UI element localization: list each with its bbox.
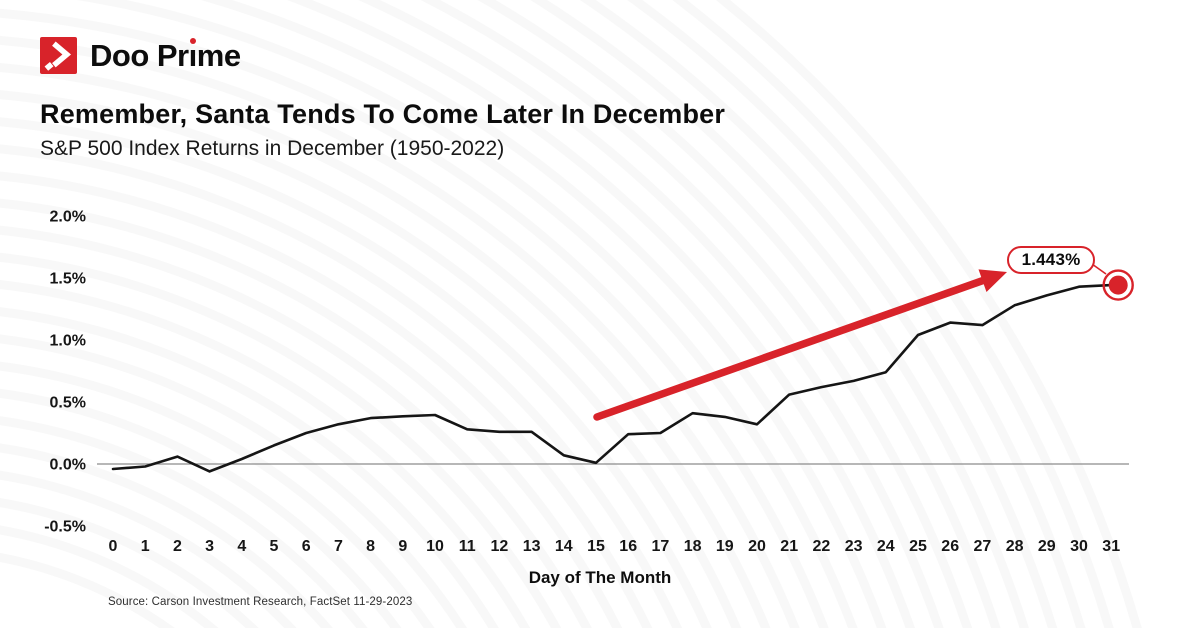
x-tick-label: 4 xyxy=(237,538,246,555)
x-tick-label: 21 xyxy=(780,538,798,555)
trend-arrow-shaft xyxy=(593,274,992,421)
page-subtitle: S&P 500 Index Returns in December (1950-… xyxy=(40,137,505,160)
x-tick-label: 0 xyxy=(109,538,118,555)
y-tick-label: 1.0% xyxy=(50,333,86,350)
x-tick-label: 26 xyxy=(941,538,959,555)
logo-letter-i: ı xyxy=(188,38,197,73)
x-tick-label: 19 xyxy=(716,538,734,555)
x-tick-label: 17 xyxy=(652,538,670,555)
x-tick-label: 25 xyxy=(909,538,927,555)
y-axis-labels: 2.0% 1.5% 1.0% 0.5% 0.0% -0.5% xyxy=(44,209,86,536)
x-tick-label: 30 xyxy=(1070,538,1088,555)
x-tick-label: 31 xyxy=(1102,538,1120,555)
x-axis-labels: 0 1 2 3 4 5 6 7 8 9 10 11 12 13 14 15 16 17 18 19 20 21 22 23 24… xyxy=(109,538,1121,555)
red-dot-icon xyxy=(189,38,196,44)
x-tick-label: 8 xyxy=(366,538,375,555)
x-tick-label: 14 xyxy=(555,538,573,555)
doo-prime-logo: Doo Prı me xyxy=(40,37,241,74)
x-tick-label: 16 xyxy=(619,538,637,555)
logo-text-pre: Doo Pr xyxy=(90,38,189,73)
callout-connector-line xyxy=(1091,263,1107,275)
trend-arrow xyxy=(593,269,1007,421)
x-tick-label: 10 xyxy=(426,538,444,555)
endpoint-ring-icon xyxy=(1102,269,1134,301)
callout-value: 1.443% xyxy=(1021,250,1081,269)
y-tick-label: 0.0% xyxy=(50,457,86,474)
y-tick-label: 2.0% xyxy=(50,209,86,226)
x-tick-label: 23 xyxy=(845,538,863,555)
page-title: Remember, Santa Tends To Come Later In D… xyxy=(40,99,726,129)
x-tick-label: 22 xyxy=(813,538,831,555)
y-tick-label: 0.5% xyxy=(50,395,86,412)
x-tick-label: 1 xyxy=(141,538,150,555)
x-tick-label: 9 xyxy=(398,538,407,555)
endpoint-dot-icon xyxy=(1108,275,1128,295)
x-axis-title: Day of The Month xyxy=(528,568,672,587)
x-tick-label: 15 xyxy=(587,538,605,555)
x-tick-label: 27 xyxy=(974,538,992,555)
x-tick-label: 6 xyxy=(302,538,311,555)
x-tick-label: 3 xyxy=(205,538,214,555)
logo-wordmark: Doo Prı me xyxy=(90,37,241,74)
x-tick-label: 24 xyxy=(877,538,895,555)
value-callout-badge: 1.443% xyxy=(1007,246,1095,274)
y-tick-label: 1.5% xyxy=(50,271,86,288)
logo-text-post: me xyxy=(196,38,241,73)
x-tick-label: 28 xyxy=(1006,538,1024,555)
x-tick-label: 2 xyxy=(173,538,182,555)
x-tick-label: 7 xyxy=(334,538,343,555)
x-tick-label: 13 xyxy=(523,538,541,555)
y-tick-label: -0.5% xyxy=(44,519,86,536)
x-tick-label: 20 xyxy=(748,538,766,555)
doo-prime-logo-icon xyxy=(40,37,77,74)
x-tick-label: 5 xyxy=(270,538,279,555)
x-tick-label: 29 xyxy=(1038,538,1056,555)
trend-arrow-head-icon xyxy=(978,269,1007,292)
x-tick-label: 11 xyxy=(459,538,476,555)
x-tick-label: 12 xyxy=(491,538,509,555)
series-line xyxy=(111,283,1113,473)
x-tick-label: 18 xyxy=(684,538,702,555)
source-note: Source: Carson Investment Research, Fact… xyxy=(108,596,413,608)
